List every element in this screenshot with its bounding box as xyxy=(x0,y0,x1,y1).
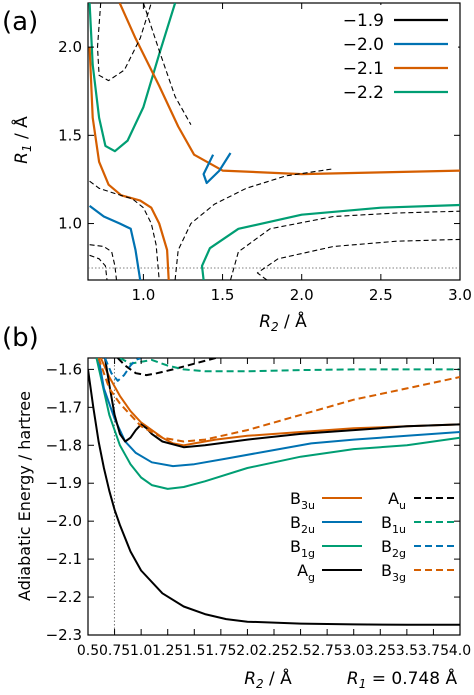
x-tick-label: 3.5 xyxy=(396,643,418,659)
x-tick-label: 0.5 xyxy=(77,643,99,659)
series-line xyxy=(117,358,224,377)
legend-label: B2u xyxy=(290,513,315,536)
y-tick-label: 1.0 xyxy=(58,215,82,233)
y-tick-label: −2.2 xyxy=(46,588,82,606)
contour-line xyxy=(89,244,118,280)
x-tick-label: 1.5 xyxy=(183,643,205,659)
panel-b-label: (b) xyxy=(2,323,39,353)
series-line xyxy=(119,358,460,373)
y-tick-label: 1.5 xyxy=(58,126,82,144)
panel-b-annotation: R1 = 0.748 Å xyxy=(347,667,458,691)
legend-label: B2g xyxy=(381,537,406,560)
contour-line xyxy=(256,238,460,280)
legend-label: B3g xyxy=(381,561,406,584)
series-line xyxy=(99,358,460,447)
legend-label: −2.1 xyxy=(343,59,384,79)
legend-label: −1.9 xyxy=(343,11,384,31)
legend-label: B1g xyxy=(290,537,315,560)
contour-line xyxy=(202,152,232,185)
series-line xyxy=(88,369,460,626)
contour-line xyxy=(96,3,152,82)
x-tick-label: 2.25 xyxy=(258,643,289,659)
panel-a-ylabel: R1 / Å xyxy=(10,116,34,164)
y-tick-label: −1.6 xyxy=(46,360,82,378)
contour-line xyxy=(118,3,460,176)
contour-line xyxy=(89,254,108,280)
y-tick-label: −2.1 xyxy=(46,550,82,568)
x-tick-label: 3.75 xyxy=(418,643,449,659)
series-line xyxy=(104,358,142,382)
legend-label: −2.0 xyxy=(343,35,384,55)
y-tick-label: −2.0 xyxy=(46,512,82,530)
x-tick-label: 2.5 xyxy=(369,286,393,304)
x-tick-label: 1.25 xyxy=(152,643,183,659)
panel-a-ticks: 1.0 1.5 2.0 2.5 3.0 1.0 1.5 2.0 xyxy=(58,3,472,304)
panel-b-lines xyxy=(88,358,460,635)
legend-label: −2.2 xyxy=(343,83,384,103)
x-tick-label: 2.0 xyxy=(290,286,314,304)
legend-background xyxy=(336,5,458,111)
x-tick-label: 2.5 xyxy=(289,643,311,659)
panel-a-contours xyxy=(88,3,460,280)
x-tick-label: 1.75 xyxy=(205,643,236,659)
x-tick-label: 3.25 xyxy=(365,643,396,659)
x-tick-label: 1.0 xyxy=(131,286,155,304)
x-tick-label: 2.75 xyxy=(312,643,343,659)
contour-line xyxy=(229,210,460,280)
series-line xyxy=(97,358,460,443)
legend-label: B1u xyxy=(381,513,406,536)
x-tick-label: 1.0 xyxy=(130,643,152,659)
legend-label: B3u xyxy=(290,489,315,512)
contour-line xyxy=(174,168,334,280)
y-tick-label: 2.0 xyxy=(58,38,82,56)
panel-a-xlabel: R2 / Å xyxy=(259,310,307,334)
x-tick-label: 4.0 xyxy=(449,643,471,659)
panel-b-ticks: 0.5 0.75 1.0 1.25 1.5 1.75 2.0 2.25 2.5 2.75 3.0 3.… xyxy=(46,358,471,659)
panel-a-legend: −1.9 −2.0 −2.1 −2.2 xyxy=(336,5,458,111)
x-tick-label: 2.0 xyxy=(236,643,258,659)
panel-b: (b) 0.5 0.75 1.0 1.25 1.5 1.75 2.0 2.25 2.5 2.75 3… xyxy=(2,323,471,691)
y-tick-label: −1.9 xyxy=(46,474,82,492)
panel-b-frame xyxy=(87,357,461,636)
legend-label: Au xyxy=(388,489,406,512)
panel-b-xlabel: R2 / Å xyxy=(244,667,292,691)
x-tick-label: 3.0 xyxy=(448,286,472,304)
contour-line xyxy=(142,3,192,125)
panel-a-label: (a) xyxy=(2,7,38,37)
series-line xyxy=(95,358,460,490)
x-tick-label: 0.75 xyxy=(99,643,130,659)
y-tick-label: −2.3 xyxy=(46,626,82,644)
y-tick-label: −1.8 xyxy=(46,436,82,454)
contour-line xyxy=(88,205,142,280)
contour-line xyxy=(200,203,460,280)
panel-a-frame xyxy=(87,2,461,281)
contour-line xyxy=(88,3,177,153)
x-tick-label: 3.0 xyxy=(343,643,365,659)
series-line xyxy=(97,358,460,468)
x-tick-label: 1.5 xyxy=(211,286,235,304)
contour-line xyxy=(89,180,160,280)
y-tick-label: −1.7 xyxy=(46,398,82,416)
legend-label: Ag xyxy=(297,561,315,584)
panel-a: (a) 1.0 1.5 2.0 2.5 3.0 1.0 1.5 2.0 R2 / Å R1 /… xyxy=(2,2,472,334)
panel-b-ylabel: Adiabatic Energy / hartree xyxy=(15,391,34,601)
